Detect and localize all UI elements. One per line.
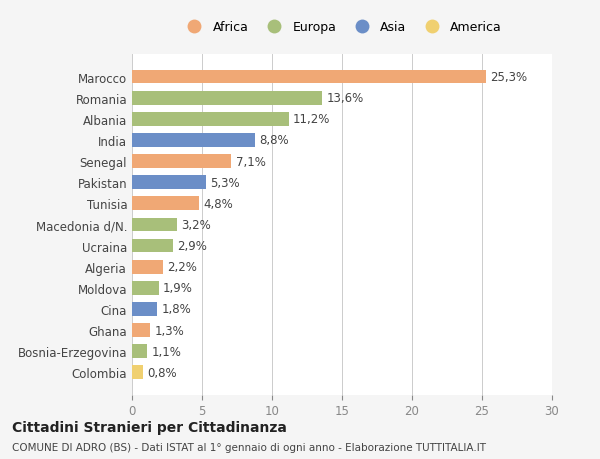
Text: 25,3%: 25,3% <box>490 71 527 84</box>
Bar <box>132 112 289 126</box>
Text: 2,9%: 2,9% <box>177 240 206 252</box>
Bar <box>132 366 143 379</box>
Bar <box>132 197 199 211</box>
Bar <box>132 260 163 274</box>
Legend: Africa, Europa, Asia, America: Africa, Europa, Asia, America <box>178 17 506 38</box>
Bar <box>132 218 177 232</box>
Text: 5,3%: 5,3% <box>211 176 240 189</box>
Bar <box>132 281 158 295</box>
Text: 1,3%: 1,3% <box>154 324 184 337</box>
Bar <box>132 155 232 168</box>
Text: COMUNE DI ADRO (BS) - Dati ISTAT al 1° gennaio di ogni anno - Elaborazione TUTTI: COMUNE DI ADRO (BS) - Dati ISTAT al 1° g… <box>12 442 486 452</box>
Text: 4,8%: 4,8% <box>203 197 233 210</box>
Text: 2,2%: 2,2% <box>167 261 197 274</box>
Text: 3,2%: 3,2% <box>181 218 211 231</box>
Text: 7,1%: 7,1% <box>236 155 265 168</box>
Text: 13,6%: 13,6% <box>326 92 364 105</box>
Bar <box>132 345 148 358</box>
Bar <box>132 239 173 253</box>
Text: 11,2%: 11,2% <box>293 113 331 126</box>
Bar <box>132 324 150 337</box>
Bar <box>132 71 486 84</box>
Text: 1,9%: 1,9% <box>163 282 193 295</box>
Text: 8,8%: 8,8% <box>259 134 289 147</box>
Text: 1,1%: 1,1% <box>152 345 181 358</box>
Bar <box>132 134 255 147</box>
Bar <box>132 302 157 316</box>
Bar <box>132 92 322 105</box>
Text: 0,8%: 0,8% <box>148 366 177 379</box>
Text: Cittadini Stranieri per Cittadinanza: Cittadini Stranieri per Cittadinanza <box>12 420 287 435</box>
Bar <box>132 176 206 190</box>
Text: 1,8%: 1,8% <box>161 303 191 316</box>
